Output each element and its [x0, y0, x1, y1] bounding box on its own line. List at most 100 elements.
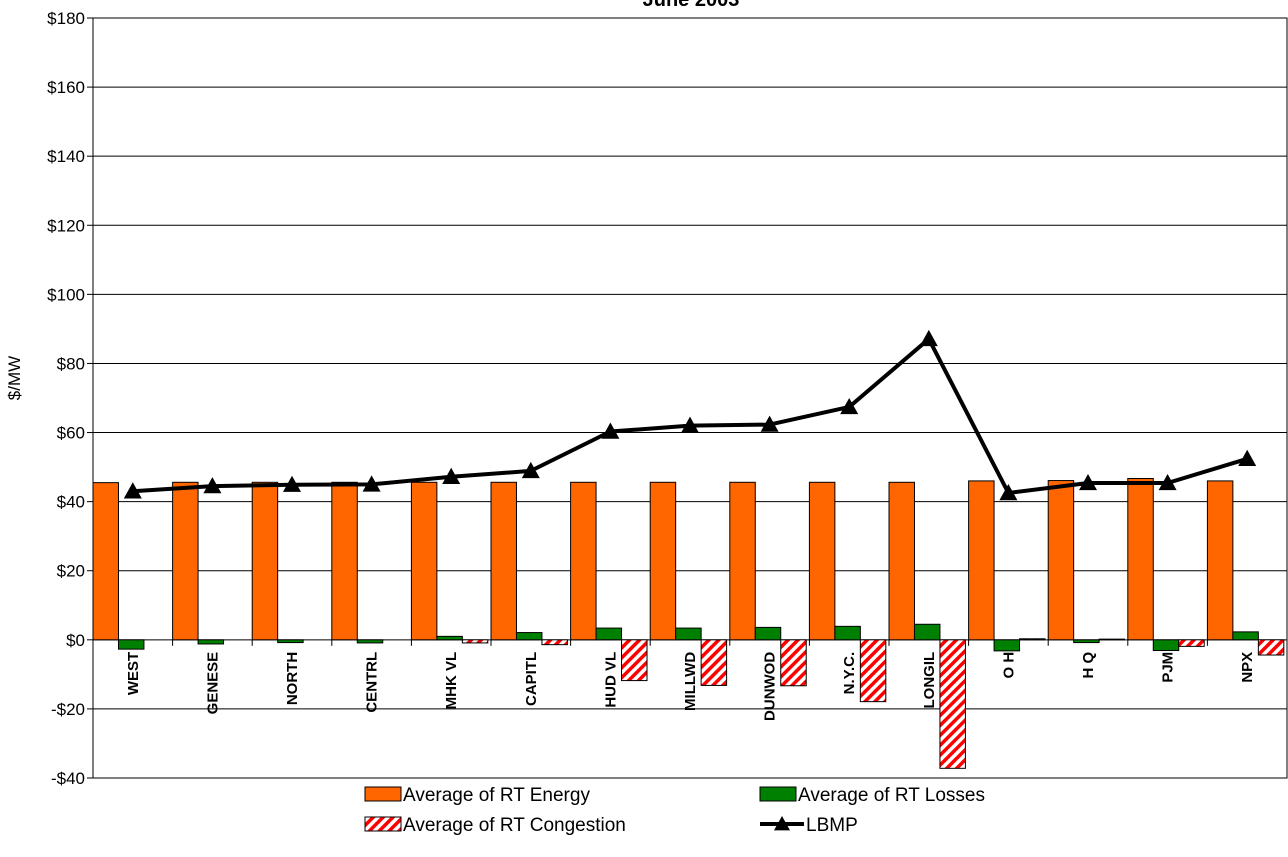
- bar-average-of-rt-losses-centrl: [356, 639, 384, 644]
- x-category-label: MILLWD: [682, 652, 699, 711]
- x-category-label: PJM: [1160, 652, 1177, 683]
- lbmp-point-n-y-c: [840, 397, 859, 415]
- bar-average-of-rt-losses-n-y-c: [834, 625, 861, 641]
- y-tick-label: $80: [57, 354, 85, 373]
- x-category-label: LONGIL: [921, 652, 938, 709]
- bar-average-of-rt-losses-mhk-vl: [436, 635, 463, 641]
- bar-average-of-rt-congestion-dunwod: [780, 639, 807, 687]
- lbmp-point-h-q: [1079, 473, 1097, 491]
- bar-average-of-rt-losses-pjm: [1152, 639, 1180, 652]
- bar-average-of-rt-losses-o-h: [993, 639, 1021, 652]
- legend-label-average-of-rt-losses: Average of RT Losses: [798, 785, 985, 806]
- bar-average-of-rt-energy-hud-vl: [570, 481, 597, 641]
- bar-average-of-rt-energy-pjm: [1127, 477, 1154, 641]
- x-category-label: DUNWOD: [762, 652, 779, 721]
- bar-average-of-rt-energy-north: [251, 481, 279, 641]
- lbmp-point-npx: [1238, 449, 1257, 466]
- lbmp-point-capitl: [521, 461, 540, 479]
- y-tick-label: $160: [47, 78, 85, 97]
- bar-average-of-rt-congestion-hud-vl: [621, 639, 648, 682]
- bar-average-of-rt-losses-hud-vl: [595, 627, 623, 641]
- legend-label-average-of-rt-energy: Average of RT Energy: [403, 785, 590, 806]
- chart-title: June 2003: [643, 0, 740, 11]
- bar-average-of-rt-energy-millwd: [649, 481, 677, 641]
- legend-swatch-average-of-rt-congestion: [364, 816, 402, 832]
- bar-average-of-rt-energy-west: [92, 482, 119, 641]
- y-tick-label: -$20: [51, 700, 85, 719]
- bar-average-of-rt-energy-npx: [1206, 480, 1234, 641]
- bar-average-of-rt-losses-h-q: [1073, 639, 1100, 644]
- bar-average-of-rt-energy-genese: [172, 481, 199, 641]
- lbmp-point-west: [123, 482, 142, 499]
- bar-average-of-rt-energy-n-y-c: [808, 481, 836, 641]
- x-category-label: WEST: [125, 652, 142, 695]
- bar-average-of-rt-energy-dunwod: [729, 481, 756, 641]
- lbmp-point-longil: [919, 329, 938, 347]
- bar-average-of-rt-losses-north: [277, 639, 304, 644]
- bar-average-of-rt-congestion-h-q: [1098, 638, 1126, 641]
- bar-average-of-rt-losses-dunwod: [754, 626, 782, 641]
- bar-average-of-rt-energy-o-h: [968, 480, 995, 641]
- bar-average-of-rt-losses-longil: [913, 623, 941, 641]
- x-category-label: N.Y.C.: [841, 652, 858, 695]
- x-axis-categories: WEST GENESE NORTH CENTRL MHK VL CAPITL HUD VL M…: [125, 651, 1256, 720]
- plot-area-frame: [92, 17, 1288, 779]
- x-category-label: H Q: [1080, 651, 1097, 678]
- y-tick-label: $100: [47, 285, 85, 304]
- y-tick-label: $60: [57, 424, 85, 443]
- bar-average-of-rt-congestion-n-y-c: [859, 639, 887, 703]
- lbmp-line-path: [132, 336, 1248, 495]
- bar-average-of-rt-energy-longil: [888, 481, 915, 641]
- legend-swatch-average-of-rt-energy: [364, 786, 402, 802]
- bar-average-of-rt-energy-h-q: [1047, 480, 1075, 641]
- bar-average-of-rt-congestion-mhk-vl: [461, 639, 489, 644]
- y-tick-label: $140: [47, 147, 85, 166]
- bar-average-of-rt-losses-genese: [197, 639, 225, 645]
- lbmp-point-o-h: [999, 484, 1018, 501]
- x-category-label: NPX: [1239, 652, 1256, 683]
- bar-average-of-rt-congestion-millwd: [700, 639, 728, 686]
- x-category-label: O H: [1000, 652, 1017, 679]
- x-category-label: HUD VL: [602, 652, 619, 708]
- y-axis-ticks: -$40 -$20 $0 $20 $40 $60 $80 $100 $120 $140 $160 $1…: [47, 9, 93, 788]
- lbmp-point-millwd: [681, 416, 699, 433]
- lbmp-point-centrl: [362, 475, 381, 492]
- lbmp-point-genese: [203, 477, 222, 494]
- legend-label-average-of-rt-congestion: Average of RT Congestion: [403, 815, 626, 836]
- legend-swatch-average-of-rt-losses: [759, 786, 797, 802]
- y-tick-label: $40: [57, 493, 85, 512]
- x-category-label: CAPITL: [523, 652, 540, 706]
- bar-average-of-rt-energy-mhk-vl: [410, 481, 438, 641]
- bar-average-of-rt-energy-centrl: [331, 481, 358, 641]
- bars: [92, 477, 1285, 769]
- bar-average-of-rt-losses-millwd: [675, 627, 702, 641]
- lbmp-point-north: [283, 475, 301, 492]
- x-category-label: CENTRL: [364, 652, 381, 713]
- x-category-label: NORTH: [284, 652, 301, 705]
- y-axis-label: $/MW: [5, 356, 24, 400]
- legend: Average of RT Energy Average of RT Losses…: [364, 785, 985, 836]
- bar-average-of-rt-losses-west: [117, 639, 145, 650]
- bar-average-of-rt-congestion-npx: [1257, 639, 1285, 656]
- bar-average-of-rt-congestion-capitl: [541, 639, 568, 646]
- bar-average-of-rt-congestion-longil: [939, 639, 966, 769]
- y-tick-label: $180: [47, 9, 85, 28]
- lbmp-point-hud-vl: [601, 422, 620, 439]
- bar-average-of-rt-congestion-o-h: [1019, 638, 1046, 641]
- y-tick-label: $0: [66, 631, 85, 650]
- lbmp-line: [123, 329, 1257, 501]
- legend-marker-lbmp: [774, 816, 790, 831]
- bar-average-of-rt-energy-capitl: [490, 481, 517, 641]
- bar-average-of-rt-losses-npx: [1232, 631, 1259, 641]
- bar-average-of-rt-congestion-pjm: [1178, 639, 1205, 647]
- x-category-label: MHK VL: [443, 652, 460, 710]
- lbmp-point-mhk-vl: [442, 467, 461, 484]
- x-category-label: GENESE: [204, 652, 221, 715]
- y-tick-label: $20: [57, 562, 85, 581]
- bar-average-of-rt-losses-capitl: [515, 632, 543, 641]
- legend-label-lbmp: LBMP: [806, 815, 858, 836]
- y-tick-label: -$40: [51, 769, 85, 788]
- lbmp-point-dunwod: [760, 415, 779, 432]
- y-tick-label: $120: [47, 216, 85, 235]
